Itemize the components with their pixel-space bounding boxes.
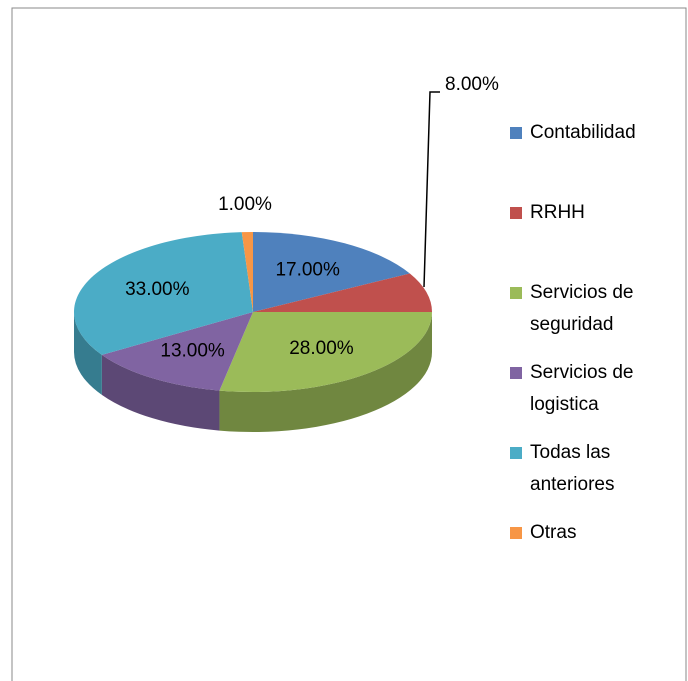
slice — [253, 232, 410, 312]
slice — [253, 273, 432, 312]
legend-swatch — [510, 447, 522, 459]
slice — [241, 232, 253, 312]
legend-label: RRHH — [530, 202, 585, 223]
data-label: 8.00% — [445, 74, 499, 95]
legend-swatch — [510, 527, 522, 539]
legend-label: Servicios de logistica — [530, 362, 634, 415]
slice — [219, 312, 432, 392]
slice — [101, 312, 254, 391]
legend-swatch — [510, 127, 522, 139]
leader-line — [423, 91, 440, 288]
legend-swatch — [510, 207, 522, 219]
data-label: 1.00% — [218, 194, 272, 215]
legend-label: Todas las anteriores — [530, 442, 615, 495]
data-label: 33.00% — [125, 279, 190, 300]
legend-label: Otras — [530, 522, 577, 543]
data-label: 13.00% — [160, 341, 225, 362]
data-label: 28.00% — [289, 338, 354, 359]
chart-border — [11, 7, 687, 681]
legend-swatch — [510, 367, 522, 379]
slice-side — [101, 354, 220, 431]
slice-side — [219, 312, 432, 432]
legend-label: Contabilidad — [530, 122, 636, 143]
legend-label: Servicios de seguridad — [530, 282, 634, 335]
slice-side — [74, 312, 102, 395]
data-label: 17.00% — [275, 260, 340, 281]
slice — [74, 232, 253, 355]
legend-swatch — [510, 287, 522, 299]
